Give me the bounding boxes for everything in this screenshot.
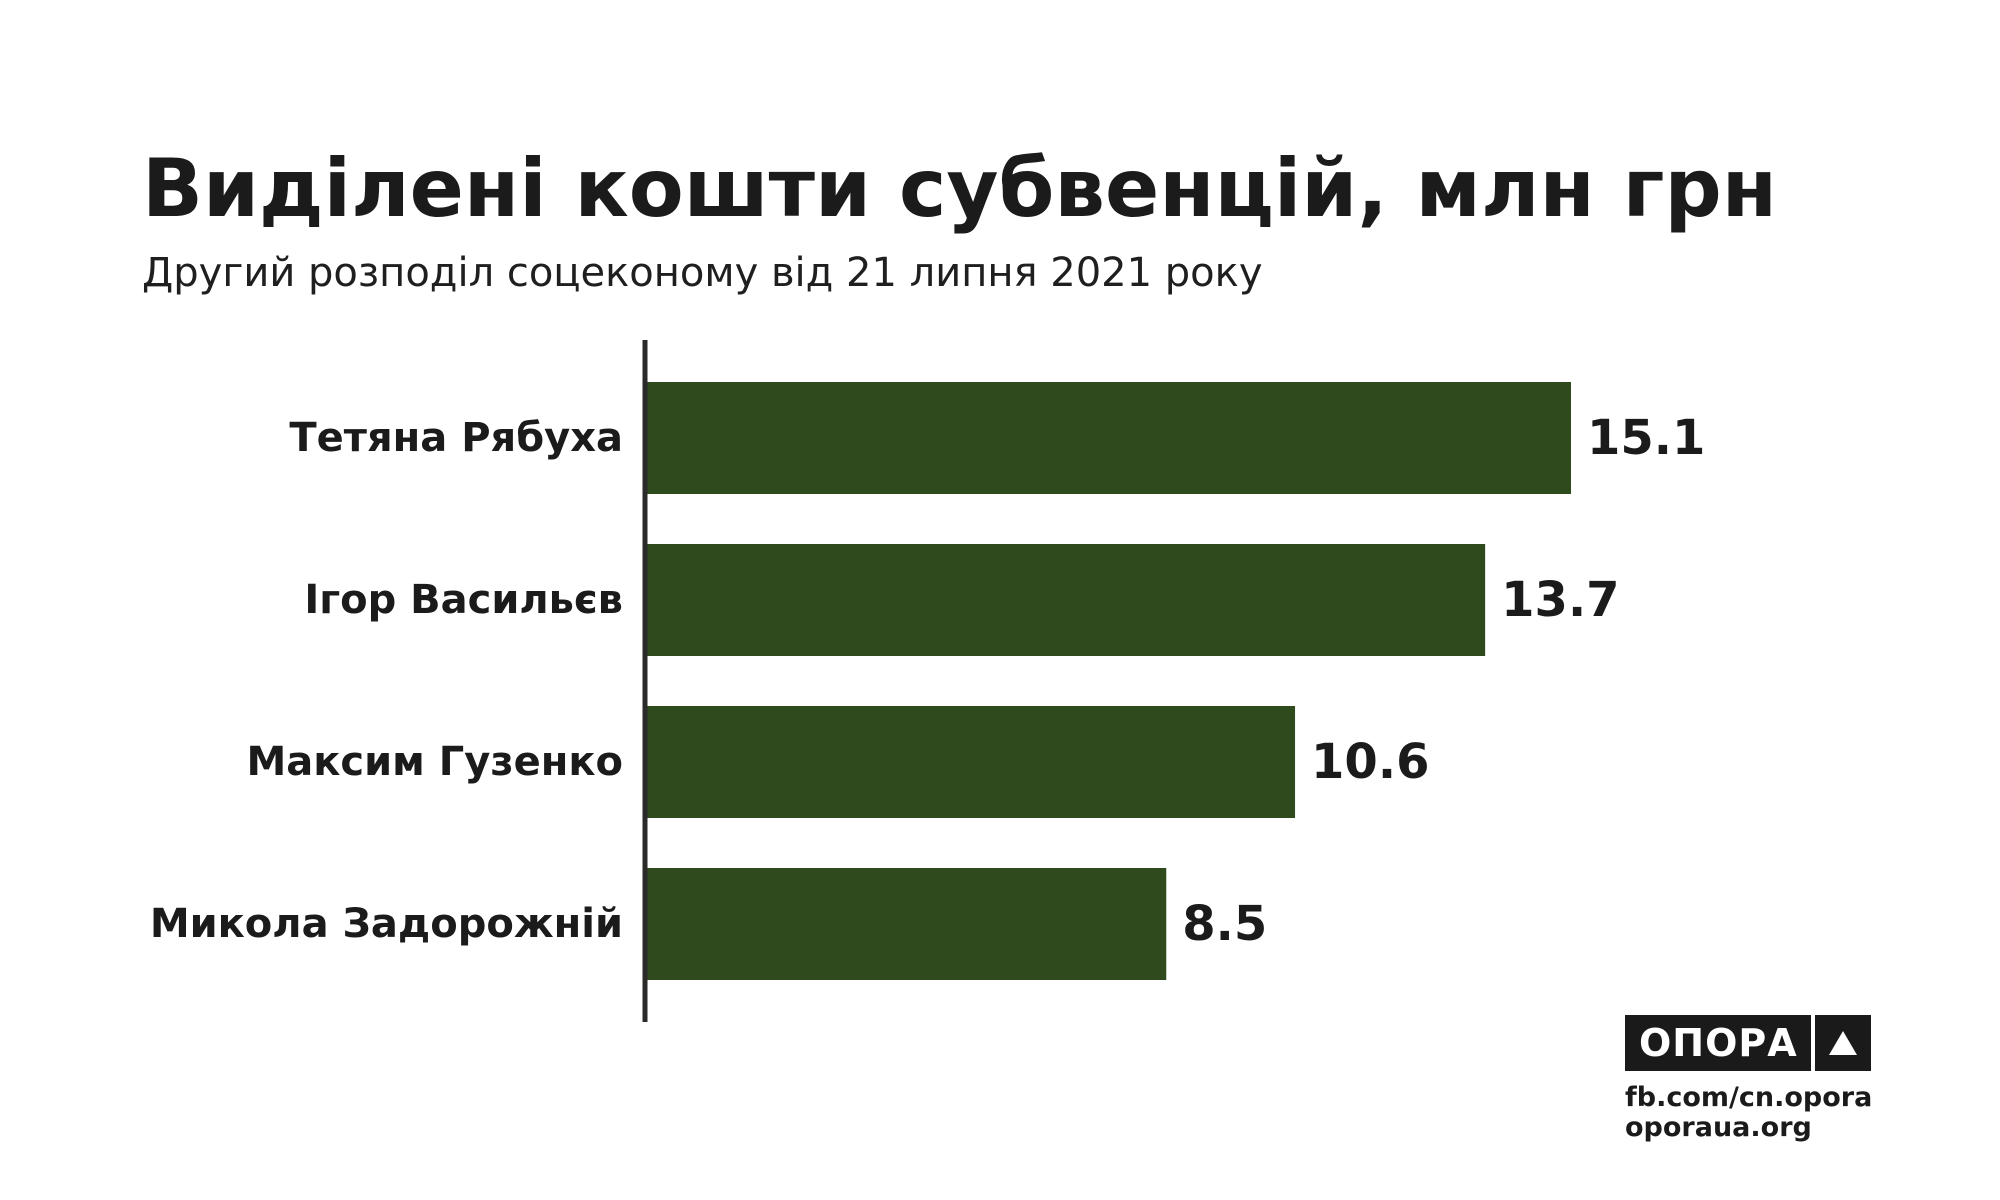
bar-3 [645,868,1167,980]
value-label: 10.6 [1311,734,1429,790]
bar-1 [645,544,1486,656]
chart-subtitle: Другий розподіл соцеконому від 21 липня … [142,250,1263,296]
bar-2 [645,706,1296,818]
facebook-link: fb.com/cn.opora [1625,1082,1873,1113]
chart-title: Виділені кошти субвенцій, млн грн [142,142,1777,235]
logo-wordmark: ОПОРА [1625,1015,1811,1071]
category-label: Ігор Васильєв [304,577,623,623]
triangle-icon [1815,1015,1871,1071]
value-label: 8.5 [1182,896,1267,952]
value-label: 15.1 [1587,410,1705,466]
category-label: Тетяна Рябуха [289,415,623,461]
value-label: 13.7 [1501,572,1619,628]
category-label: Максим Гузенко [246,739,623,785]
bar-0 [645,382,1571,494]
website-link: oporaua.org [1625,1112,1812,1143]
opora-logo: ОПОРА [1625,1015,1871,1071]
category-label: Микола Задорожній [150,901,623,947]
